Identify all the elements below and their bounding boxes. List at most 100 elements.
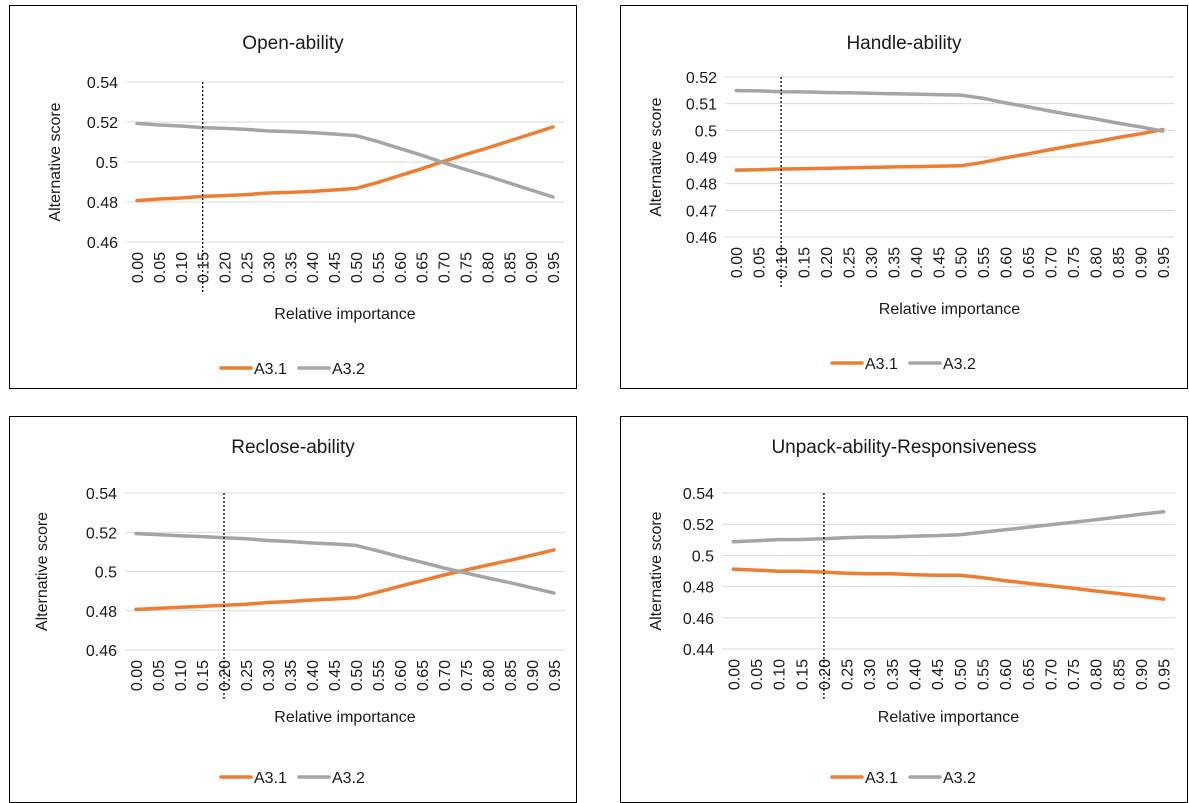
series-line-A3-2 — [134, 531, 556, 595]
chart-svg: Unpack-ability-Responsiveness 0.44 0.46 0.4… — [648, 437, 1175, 787]
x-tick-label: 0.90 — [1134, 659, 1151, 690]
chart-title: Reclose-ability — [231, 437, 355, 458]
x-tick-label: 0.70 — [1044, 247, 1061, 278]
x-tick-label: 0.75 — [1066, 659, 1083, 690]
x-tick-label: 0.35 — [886, 247, 903, 278]
y-axis-label: Alternative score — [648, 511, 665, 630]
chart-panel-reclose-ability: Reclose-ability 0.46 0.48 0.5 0.52 0.54 Altern… — [9, 416, 577, 803]
x-tick-label: 0.75 — [458, 252, 475, 283]
x-tick-label: 0.45 — [327, 660, 344, 691]
x-tick-label: 0.40 — [305, 660, 322, 691]
x-tick-label: 0.20 — [217, 660, 234, 691]
x-tick-label: 0.25 — [840, 659, 857, 690]
y-tick-label: 0.48 — [87, 195, 118, 212]
x-tick-label: 0.10 — [174, 252, 191, 283]
x-tick-label: 0.45 — [327, 252, 344, 283]
x-tick-label: 0.75 — [1066, 247, 1083, 278]
x-tick-label: 0.50 — [953, 659, 970, 690]
x-tick-label: 0.00 — [726, 659, 743, 690]
legend-label: A3.1 — [254, 770, 287, 787]
legend-label: A3.1 — [254, 361, 287, 378]
x-tick-label: 0.40 — [305, 252, 322, 283]
y-tick-label: 0.46 — [87, 235, 118, 252]
y-tick-label: 0.54 — [86, 486, 117, 503]
x-tick-label: 0.75 — [459, 660, 476, 691]
x-tick-label: 0.00 — [729, 247, 746, 278]
x-tick-label: 0.20 — [817, 659, 834, 690]
x-tick-label: 0.65 — [415, 660, 432, 691]
x-tick-label: 0.90 — [524, 252, 541, 283]
x-tick-label: 0.80 — [480, 252, 497, 283]
y-tick-label: 0.44 — [683, 642, 714, 659]
x-tick-label: 0.20 — [819, 247, 836, 278]
legend-label: A3.2 — [332, 361, 365, 378]
y-tick-label: 0.5 — [695, 123, 717, 140]
chart-svg: Open-ability 0.46 0.48 0.5 0.52 0.54 Alternati… — [47, 33, 564, 378]
chart-svg: Reclose-ability 0.46 0.48 0.5 0.52 0.54 Altern… — [34, 437, 565, 787]
y-tick-label: 0.5 — [692, 548, 714, 565]
legend-label: A3.2 — [332, 770, 365, 787]
x-tick-label: 0.05 — [749, 659, 766, 690]
chart-panel-unpack-ability-responsiveness: Unpack-ability-Responsiveness 0.44 0.46 0.4… — [620, 416, 1188, 803]
y-tick-label: 0.46 — [86, 643, 117, 660]
legend-label: A3.1 — [865, 356, 898, 373]
y-axis-label: Alternative score — [648, 97, 665, 216]
series-line-A3-1 — [134, 548, 556, 612]
x-tick-label: 0.60 — [393, 660, 410, 691]
x-tick-label: 0.15 — [195, 660, 212, 691]
x-tick-label: 0.70 — [437, 660, 454, 691]
series-line-A3-1 — [731, 567, 1166, 601]
x-tick-label: 0.10 — [774, 247, 791, 278]
x-tick-label: 0.85 — [502, 252, 519, 283]
x-tick-label: 0.90 — [1133, 247, 1150, 278]
chart-panel-open-ability: Open-ability 0.46 0.48 0.5 0.52 0.54 Alternati… — [9, 5, 577, 389]
x-tick-label: 0.25 — [841, 247, 858, 278]
x-tick-label: 0.65 — [415, 252, 432, 283]
y-axis-label: Alternative score — [47, 102, 64, 221]
x-tick-label: 0.40 — [908, 659, 925, 690]
y-tick-label: 0.48 — [86, 604, 117, 621]
y-tick-label: 0.51 — [686, 97, 717, 114]
x-tick-label: 0.95 — [1156, 247, 1173, 278]
x-tick-label: 0.30 — [864, 247, 881, 278]
chart-panel-handle-ability: Handle-ability 0.46 0.47 0.48 0.49 0.5 0.51 0.5… — [620, 5, 1188, 389]
x-tick-label: 0.35 — [885, 659, 902, 690]
y-axis-label: Alternative score — [34, 512, 51, 631]
series-line-A3-2 — [135, 121, 555, 199]
series-line-A3-1 — [734, 127, 1165, 172]
x-tick-label: 0.95 — [546, 252, 563, 283]
x-tick-label: 0.50 — [349, 252, 366, 283]
x-tick-label: 0.65 — [1021, 659, 1038, 690]
x-tick-label: 0.80 — [1088, 247, 1105, 278]
y-tick-label: 0.52 — [87, 115, 118, 132]
x-tick-label: 0.55 — [371, 252, 388, 283]
x-tick-label: 0.20 — [218, 252, 235, 283]
x-tick-label: 0.55 — [975, 659, 992, 690]
x-tick-label: 0.85 — [1111, 659, 1128, 690]
x-tick-label: 0.85 — [1111, 247, 1128, 278]
x-tick-label: 0.30 — [862, 659, 879, 690]
y-tick-label: 0.5 — [96, 155, 118, 172]
x-tick-label: 0.80 — [1089, 659, 1106, 690]
y-tick-label: 0.46 — [686, 230, 717, 247]
y-tick-label: 0.54 — [683, 486, 714, 503]
y-tick-label: 0.48 — [686, 177, 717, 194]
y-tick-label: 0.52 — [86, 525, 117, 542]
x-tick-label: 0.05 — [151, 660, 168, 691]
x-tick-label: 0.80 — [481, 660, 498, 691]
x-tick-label: 0.15 — [196, 252, 213, 283]
y-tick-label: 0.47 — [686, 203, 717, 220]
x-tick-label: 0.95 — [1157, 659, 1174, 690]
x-tick-label: 0.40 — [909, 247, 926, 278]
series-line-A3-2 — [731, 509, 1166, 544]
x-tick-label: 0.00 — [129, 660, 146, 691]
x-tick-label: 0.60 — [998, 659, 1015, 690]
chart-svg: Handle-ability 0.46 0.47 0.48 0.49 0.5 0.51 0.5… — [648, 33, 1174, 373]
y-tick-label: 0.46 — [683, 611, 714, 628]
y-tick-label: 0.48 — [683, 580, 714, 597]
chart-title: Unpack-ability-Responsiveness — [771, 437, 1036, 458]
x-tick-label: 0.50 — [349, 660, 366, 691]
x-tick-label: 0.35 — [283, 252, 300, 283]
x-tick-label: 0.35 — [283, 660, 300, 691]
series-line-A3-2 — [734, 88, 1165, 133]
